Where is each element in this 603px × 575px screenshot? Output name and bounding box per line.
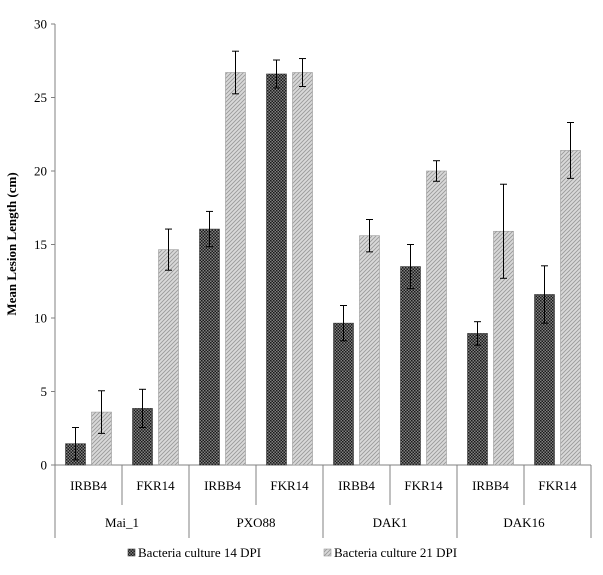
x-tick-label: FKR14 (404, 478, 443, 493)
legend-swatch-series2 (323, 548, 332, 557)
legend: Bacteria culture 14 DPI Bacteria culture … (127, 545, 457, 560)
legend-label-series1: Bacteria culture 14 DPI (138, 545, 261, 560)
bar-series1-6 (467, 333, 488, 466)
bar-series2-3 (292, 72, 313, 466)
x-tick-label: IRBB4 (472, 478, 509, 493)
bar-series2-4 (359, 235, 380, 466)
bar-series1-4 (333, 322, 354, 466)
y-tick-label: 5 (41, 384, 48, 399)
bar-series1-2 (199, 228, 220, 466)
x-tick-label: FKR14 (538, 478, 577, 493)
x-tick-label: IRBB4 (70, 478, 107, 493)
group-label: PXO88 (236, 515, 275, 530)
x-tick-label: FKR14 (270, 478, 309, 493)
bar-series2-1 (158, 249, 179, 466)
legend-label-series2: Bacteria culture 21 DPI (334, 545, 457, 560)
bar-series2-7 (560, 150, 581, 466)
legend-swatch-series1 (127, 548, 136, 557)
x-tick-label: FKR14 (136, 478, 175, 493)
y-tick-label: 25 (34, 90, 47, 105)
y-tick-label: 0 (41, 458, 48, 473)
y-tick-label: 20 (34, 164, 47, 179)
group-label: DAK16 (503, 515, 545, 530)
y-tick-label: 15 (34, 237, 47, 252)
group-label: Mai_1 (105, 515, 139, 530)
x-tick-label: IRBB4 (338, 478, 375, 493)
bar-series1-5 (400, 266, 421, 466)
bars (65, 72, 581, 466)
y-tick-label: 30 (34, 17, 47, 32)
group-label: DAK1 (373, 515, 408, 530)
y-tick-label: 10 (34, 311, 47, 326)
error-bars (72, 50, 574, 461)
bar-series2-2 (225, 72, 246, 466)
bar-series1-3 (266, 73, 287, 466)
x-axis-labels: IRBB4 FKR14 IRBB4 FKR14 IRBB4 FKR14 IRBB4 FKR14… (54, 465, 592, 538)
bar-series2-5 (426, 170, 447, 466)
x-tick-label: IRBB4 (204, 478, 241, 493)
y-axis-title: Mean Lesion Length (cm) (4, 172, 19, 315)
